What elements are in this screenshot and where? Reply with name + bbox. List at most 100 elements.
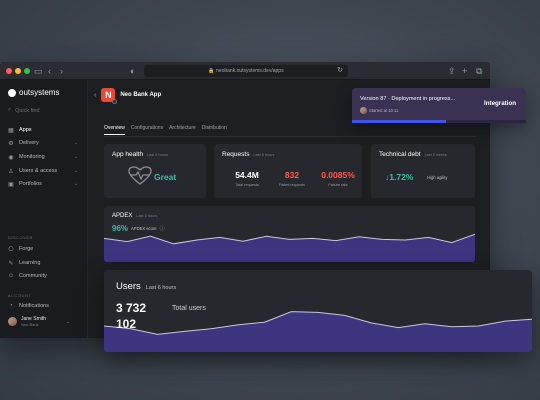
sidebar-item-learning[interactable]: ✎ Learning: [8, 258, 80, 268]
toast-title: Version 87 · Deployment in progress...: [360, 96, 456, 102]
card-subtitle: Last 6 hours: [147, 153, 168, 157]
avatar: [360, 107, 367, 114]
users-icon: ♙: [8, 168, 14, 175]
chevron-down-icon: ⌄: [73, 168, 78, 174]
back-icon[interactable]: ‹: [48, 66, 51, 76]
sidebar-item-delivery[interactable]: ⚙ Delivery ⌄: [8, 138, 80, 148]
forward-icon[interactable]: ›: [60, 66, 63, 76]
outsystems-logo-icon: [8, 88, 16, 97]
apdex-value: 96%: [112, 224, 129, 233]
quick-find-input[interactable]: ⌕ Quick find: [8, 107, 40, 114]
users-card[interactable]: Users Last 6 hours 3 732 Total users 102: [104, 270, 532, 352]
health-status: Great: [154, 172, 177, 182]
minimize-window-button[interactable]: [15, 68, 21, 74]
tab-architecture[interactable]: Architecture: [169, 125, 196, 131]
card-subtitle: Last 2 weeks: [424, 153, 447, 157]
sidebar-item-users-access[interactable]: ♙ Users & access ⌄: [8, 166, 80, 176]
sidebar-item-notifications[interactable]: ◔ Notifications: [8, 301, 80, 311]
delivery-icon: ⚙: [8, 140, 14, 147]
account-heading: ACCOUNT: [8, 293, 32, 298]
sidebar-item-label: Monitoring: [19, 154, 45, 160]
sidebar-item-label: Users & access: [19, 168, 58, 174]
quick-find-placeholder: Quick find: [15, 107, 40, 114]
metric-value: 54.4M: [235, 170, 259, 180]
sidebar-item-label: Notifications: [19, 303, 49, 309]
reload-icon[interactable]: ↻: [337, 67, 343, 74]
deployment-toast[interactable]: Version 87 · Deployment in progress... S…: [352, 88, 526, 123]
sidebar-item-community[interactable]: ☺ Community: [8, 271, 80, 281]
monitoring-icon: ◉: [8, 154, 14, 161]
toast-subtitle: Started at 10:11: [369, 108, 399, 113]
requests-card[interactable]: Requests Last 6 hours 54.4M Total request…: [214, 144, 362, 198]
users-title: Users: [116, 281, 141, 292]
sidebar-item-label: Community: [19, 273, 47, 279]
new-tab-icon[interactable]: +: [462, 66, 468, 76]
address-bar[interactable]: 🔒 neobank.outsystems.dev/apps ↻: [144, 65, 348, 77]
user-role: Neo Bank: [21, 322, 39, 327]
bell-icon: ◔: [9, 303, 13, 309]
lock-icon: 🔒: [208, 68, 215, 74]
deployment-progress-fill: [352, 120, 446, 123]
integration-button[interactable]: Integration: [484, 100, 516, 107]
brand-logo[interactable]: outsystems: [8, 88, 59, 97]
heart-pulse-icon: [128, 166, 152, 185]
users-total-label: Total users: [172, 305, 206, 312]
apdex-label: APDEX score: [131, 226, 157, 231]
chart-series-line: [104, 311, 532, 335]
sidebar-item-apps[interactable]: ▦ Apps: [8, 125, 80, 135]
deployment-progress-track: [352, 120, 526, 123]
discover-heading: DISCOVER: [8, 235, 33, 240]
requests-title: Requests: [222, 151, 250, 158]
apdex-score: 96% APDEX score ⓘ: [112, 224, 165, 233]
tab-overview[interactable]: Overview: [104, 125, 125, 135]
user-menu[interactable]: Jane Smith Neo Bank ⌄: [8, 316, 70, 327]
tab-distribution[interactable]: Distribution: [201, 125, 227, 131]
avatar: [8, 317, 17, 326]
apdex-card[interactable]: APDEX Last 6 hours 96% APDEX score ⓘ: [104, 206, 475, 262]
debt-title: Technical debt: [379, 151, 421, 158]
sidebar-toggle-icon[interactable]: ▭: [34, 66, 43, 76]
tabs-divider: [104, 136, 476, 137]
debt-value: ↓1.72%: [385, 172, 414, 182]
info-icon[interactable]: ⓘ: [159, 226, 165, 232]
zoom-window-button[interactable]: [24, 68, 30, 74]
metric-value: 832: [284, 170, 300, 180]
users-total-value: 3 732: [116, 301, 147, 315]
chevron-down-icon: ⌄: [73, 181, 78, 187]
sidebar-item-label: Learning: [19, 260, 41, 266]
sidebar-item-label: Forge: [19, 246, 34, 252]
apdex-title: APDEX: [112, 213, 133, 219]
sidebar-item-monitoring[interactable]: ◉ Monitoring ⌄: [8, 152, 80, 162]
browser-titlebar: ▭ ‹ › ◐ 🔒 neobank.outsystems.dev/apps ↻ …: [0, 62, 490, 80]
metric-label: Failure rate: [328, 183, 348, 187]
app-status-badge: [112, 99, 118, 104]
page-title: Neo Bank App: [120, 92, 162, 98]
forge-icon: ⎔: [8, 246, 14, 253]
card-subtitle: Last 6 hours: [136, 214, 158, 218]
card-title: Requests Last 6 hours: [222, 151, 274, 158]
main-content: ‹ N Neo Bank App Overview Configurations…: [88, 80, 490, 338]
metric-total-requests: 54.4M Total requests: [230, 170, 264, 187]
card-title: Technical debt Last 2 weeks: [379, 151, 447, 158]
sidebar-item-label: Delivery: [19, 140, 39, 146]
card-subtitle: Last 6 hours: [253, 153, 275, 157]
privacy-shield-icon[interactable]: ◐: [130, 66, 136, 76]
app-icon: N: [101, 88, 118, 104]
sidebar-item-portfolios[interactable]: ▣ Portfolios ⌄: [8, 179, 80, 189]
search-icon: ⌕: [8, 107, 12, 113]
close-window-button[interactable]: [6, 68, 12, 74]
metric-label: Total requests: [235, 183, 259, 187]
app-health-card[interactable]: App health Last 6 hours Great: [104, 144, 206, 198]
portfolio-icon: ▣: [8, 181, 14, 188]
tabs-overview-icon[interactable]: ⧉: [476, 66, 483, 76]
metric-label: Failed requests: [279, 183, 305, 187]
back-chevron-icon[interactable]: ‹: [94, 91, 97, 99]
grid-icon: ▦: [8, 127, 14, 134]
metric-failed-requests: 832 Failed requests: [274, 170, 310, 187]
sidebar-item-forge[interactable]: ⎔ Forge: [8, 244, 80, 254]
chevron-down-icon: ⌄: [73, 140, 78, 146]
share-icon[interactable]: ⇪: [448, 66, 456, 76]
tab-configurations[interactable]: Configurations: [130, 125, 164, 131]
technical-debt-card[interactable]: Technical debt Last 2 weeks ↓1.72% High a…: [371, 144, 475, 198]
learning-icon: ✎: [8, 260, 14, 267]
